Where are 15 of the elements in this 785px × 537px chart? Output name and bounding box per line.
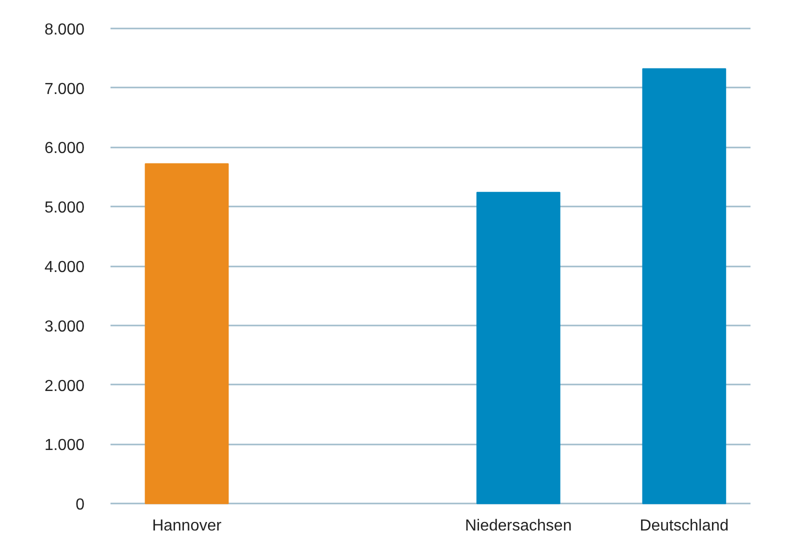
bar [144,163,229,504]
y-tick-label: 7.000 [44,80,85,98]
y-tick-label: 4.000 [44,259,85,276]
y-tick-label: 6.000 [44,140,85,158]
y-tick-label: 0 [76,496,85,514]
bar [642,68,726,504]
x-tick-label: Hannover [152,518,222,534]
y-tick-label: 2.000 [44,378,85,395]
x-tick-label: Niedersachsen [465,518,572,534]
y-tick-label: 3.000 [44,318,85,336]
y-tick-label: 1.000 [44,437,85,454]
y-tick-label: 5.000 [44,200,85,217]
y-tick-label: 8.000 [44,21,85,38]
bar [476,192,560,504]
x-tick-label: Deutschland [640,518,729,534]
